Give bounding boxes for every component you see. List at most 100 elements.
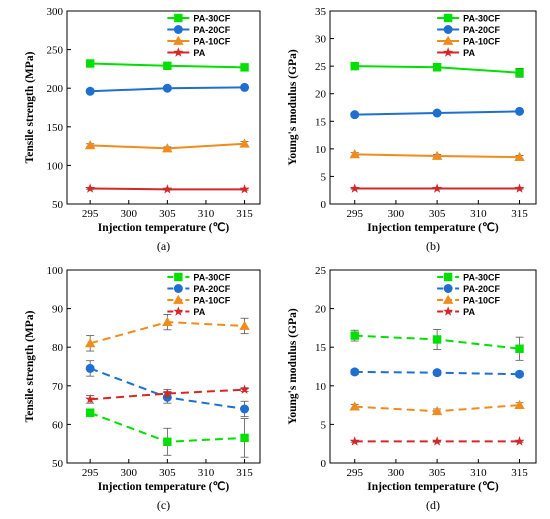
data-point xyxy=(239,184,250,194)
legend-label: PA-30CF xyxy=(463,14,500,24)
data-point xyxy=(432,183,443,193)
data-point xyxy=(514,151,525,162)
legend-label: PA xyxy=(463,307,475,317)
y-tick-label: 10 xyxy=(315,144,327,156)
legend-marker xyxy=(173,25,183,34)
legend-marker xyxy=(173,284,183,293)
y-tick-label: 70 xyxy=(52,381,64,393)
legend-marker xyxy=(443,13,453,23)
legend-label: PA-10CF xyxy=(463,37,500,47)
x-axis-label: Injection temperature (℃) xyxy=(98,221,230,234)
legend-label: PA-10CF xyxy=(193,296,230,306)
data-point xyxy=(515,106,525,116)
series-pa: PA xyxy=(349,47,525,193)
panel-3: 295 300 305 310 315 50 60 70 80 90 100 Injection te… xyxy=(24,265,261,512)
data-point xyxy=(240,433,249,443)
y-tick-label: 100 xyxy=(47,160,64,172)
x-axis-label: Injection temperature (℃) xyxy=(367,480,499,493)
x-tick-label: 300 xyxy=(388,208,405,220)
data-point xyxy=(162,83,172,93)
legend-marker xyxy=(443,272,453,282)
legend-marker xyxy=(443,25,453,34)
y-tick-label: 90 xyxy=(52,304,64,316)
y-tick-label: 5 xyxy=(321,171,327,183)
data-point xyxy=(162,143,173,153)
y-tick-label: 10 xyxy=(315,381,327,393)
data-point xyxy=(514,436,525,446)
x-tick-label: 300 xyxy=(121,467,138,479)
plot-frame xyxy=(329,10,537,205)
data-point xyxy=(85,183,96,193)
data-point xyxy=(514,183,525,193)
y-tick-label: 25 xyxy=(315,61,327,73)
legend-marker xyxy=(443,284,453,293)
data-point xyxy=(431,150,443,160)
data-point xyxy=(163,437,172,446)
series-pa-30cf: PA-30CF xyxy=(350,272,524,361)
data-point xyxy=(85,86,95,96)
x-tick-label: 295 xyxy=(82,208,99,220)
y-tick-label: 0 xyxy=(321,199,327,211)
legend-marker xyxy=(173,35,184,45)
data-point xyxy=(349,401,360,411)
panel-2: 295 300 305 310 315 0 5 10 15 20 25 30 35 Injection t… xyxy=(287,6,537,253)
y-tick-label: 50 xyxy=(52,199,64,211)
legend-marker xyxy=(174,272,183,282)
data-point xyxy=(84,140,96,150)
data-point xyxy=(432,436,443,446)
legend-label: PA xyxy=(193,48,205,58)
series-pa-20cf: PA-20CF xyxy=(350,284,525,379)
data-point xyxy=(85,408,95,418)
series-pa-20cf: PA-20CF xyxy=(85,25,250,96)
data-point xyxy=(432,368,442,378)
y-tick-label: 80 xyxy=(52,342,64,354)
plot-frame xyxy=(66,10,261,205)
data-point xyxy=(85,59,95,68)
x-tick-label: 305 xyxy=(429,467,446,479)
y-axis-label: Young's modulus (GPa) xyxy=(287,308,299,424)
legend-label: PA-30CF xyxy=(193,273,230,283)
x-axis-label: Injection temperature (℃) xyxy=(367,221,499,234)
plot-frame xyxy=(66,269,261,464)
legend-marker xyxy=(443,47,454,57)
series-pa-30cf: PA-30CF xyxy=(85,14,249,72)
y-tick-label: 15 xyxy=(315,342,327,354)
y-tick-label: 150 xyxy=(47,122,64,134)
legend-label: PA-30CF xyxy=(193,14,230,24)
series-pa-10cf: PA-10CF xyxy=(349,294,525,416)
plot-frame xyxy=(329,269,537,464)
data-point xyxy=(432,63,442,72)
y-tick-label: 60 xyxy=(52,419,64,431)
legend-label: PA xyxy=(463,48,475,58)
data-point xyxy=(85,363,95,373)
data-point xyxy=(162,388,173,398)
y-tick-label: 0 xyxy=(321,458,327,470)
legend-label: PA-10CF xyxy=(193,37,230,47)
data-point xyxy=(515,68,524,77)
y-tick-label: 250 xyxy=(47,45,64,57)
y-tick-label: 100 xyxy=(47,265,64,277)
data-point xyxy=(350,331,359,340)
data-point xyxy=(432,335,442,344)
x-tick-label: 310 xyxy=(198,208,215,220)
y-tick-label: 25 xyxy=(315,265,327,277)
x-tick-label: 310 xyxy=(198,467,215,479)
series-pa-30cf: PA-30CF xyxy=(350,13,524,78)
x-tick-label: 315 xyxy=(236,208,253,220)
panel-caption: (d) xyxy=(426,498,440,512)
x-tick-label: 310 xyxy=(470,467,487,479)
data-point xyxy=(349,183,360,193)
y-tick-label: 200 xyxy=(47,83,64,95)
data-point xyxy=(162,184,173,194)
series-pa-10cf: PA-10CF xyxy=(84,35,250,153)
series-pa-10cf: PA-10CF xyxy=(84,294,250,352)
legend-marker xyxy=(173,47,184,57)
data-point xyxy=(239,384,250,394)
panel-caption: (c) xyxy=(157,498,170,512)
legend-marker xyxy=(442,35,454,45)
x-tick-label: 315 xyxy=(511,208,528,220)
x-tick-label: 295 xyxy=(82,467,99,479)
legend-label: PA-10CF xyxy=(463,296,500,306)
x-tick-label: 315 xyxy=(236,467,253,479)
